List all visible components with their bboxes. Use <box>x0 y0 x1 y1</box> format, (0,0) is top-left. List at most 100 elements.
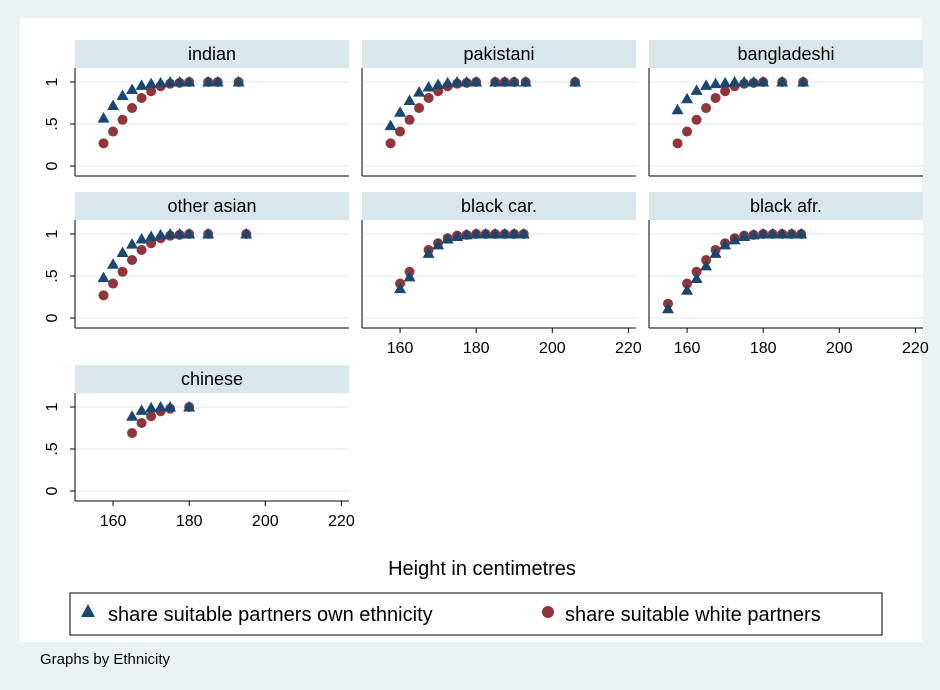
point-white-partners <box>146 411 157 422</box>
point-own-ethnicity <box>432 238 445 250</box>
point-white-partners <box>117 114 128 125</box>
point-white-partners <box>108 126 119 137</box>
point-white-partners <box>127 255 138 266</box>
point-own-ethnicity <box>384 119 397 131</box>
x-tick-label: 180 <box>176 513 203 530</box>
panel-title: chinese <box>181 369 243 389</box>
point-own-ethnicity <box>145 230 158 242</box>
panel-header <box>649 192 923 220</box>
panel-title: pakistani <box>463 44 534 64</box>
y-tick-label: 1 <box>44 229 61 238</box>
point-own-ethnicity <box>569 76 582 87</box>
point-own-ethnicity <box>700 79 713 90</box>
panel-bangladeshi: bangladeshi <box>648 40 923 177</box>
point-own-ethnicity <box>451 76 464 87</box>
legend-label-white-partners: share suitable white partners <box>565 604 821 626</box>
point-own-ethnicity <box>164 401 177 412</box>
point-own-ethnicity <box>145 401 158 413</box>
x-tick-label: 180 <box>463 340 490 357</box>
point-own-ethnicity <box>766 228 779 239</box>
point-white-partners <box>117 266 128 277</box>
x-tick-label: 200 <box>826 340 853 357</box>
point-own-ethnicity <box>517 228 530 239</box>
point-white-partners <box>136 244 147 255</box>
point-white-partners <box>414 103 425 114</box>
point-own-ethnicity <box>470 76 483 87</box>
panel-header <box>75 365 349 393</box>
point-own-ethnicity <box>728 76 741 87</box>
point-own-ethnicity <box>508 76 521 87</box>
panel-title: other asian <box>167 196 256 216</box>
point-own-ethnicity <box>747 76 760 87</box>
point-own-ethnicity <box>479 228 492 239</box>
point-own-ethnicity <box>394 282 407 294</box>
point-own-ethnicity <box>202 76 215 87</box>
point-own-ethnicity <box>173 76 186 87</box>
panel-title: bangladeshi <box>737 44 834 64</box>
point-white-partners <box>710 92 721 103</box>
point-own-ethnicity <box>709 247 722 258</box>
point-own-ethnicity <box>671 103 684 115</box>
point-own-ethnicity <box>183 401 196 412</box>
x-tick-label: 200 <box>252 513 279 530</box>
point-white-partners <box>691 266 702 277</box>
point-own-ethnicity <box>662 302 675 314</box>
panel-header <box>75 192 349 220</box>
panel-header <box>362 40 636 68</box>
x-tick-label: 220 <box>902 340 929 357</box>
point-white-partners <box>385 138 396 149</box>
point-own-ethnicity <box>116 246 129 257</box>
y-tick-label: 1 <box>44 402 61 411</box>
point-white-partners <box>127 428 138 439</box>
point-own-ethnicity <box>422 247 435 258</box>
legend-box <box>69 592 883 636</box>
point-own-ethnicity <box>797 76 810 87</box>
point-own-ethnicity <box>232 76 245 87</box>
point-own-ethnicity <box>776 76 789 87</box>
point-white-partners <box>136 417 147 428</box>
point-white-partners <box>672 138 683 149</box>
point-own-ethnicity <box>403 270 416 282</box>
panel-header <box>649 40 923 68</box>
point-own-ethnicity <box>164 228 177 239</box>
point-white-partners <box>682 126 693 137</box>
point-own-ethnicity <box>394 106 407 117</box>
y-tick-label: 0 <box>44 313 61 322</box>
point-own-ethnicity <box>107 99 120 111</box>
panel-title: black afr. <box>750 196 822 216</box>
point-white-partners <box>404 114 415 125</box>
point-own-ethnicity <box>738 76 751 87</box>
point-own-ethnicity <box>126 83 139 95</box>
point-own-ethnicity <box>489 228 502 239</box>
point-own-ethnicity <box>498 76 511 87</box>
panel-header <box>362 192 636 220</box>
y-tick-label: .5 <box>44 117 61 130</box>
panel-title: black car. <box>461 196 537 216</box>
panel-title: indian <box>188 44 236 64</box>
point-white-partners <box>127 103 138 114</box>
x-tick-label: 220 <box>615 340 642 357</box>
point-own-ethnicity <box>135 233 148 244</box>
point-own-ethnicity <box>154 76 167 88</box>
point-own-ethnicity <box>757 228 770 239</box>
point-own-ethnicity <box>432 78 445 90</box>
point-white-partners <box>682 278 693 289</box>
y-tick-label: .5 <box>44 269 61 282</box>
panel-plot-area <box>75 393 349 501</box>
x-tick-label: 160 <box>387 340 414 357</box>
point-white-partners <box>395 126 406 137</box>
point-own-ethnicity <box>519 76 532 87</box>
point-own-ethnicity <box>135 404 148 415</box>
panel-other-asian: other asian 0 .5 1 <box>44 192 349 329</box>
panel-black-afr: black afr. 160 180 200 220 <box>648 192 929 357</box>
legend: share suitable partners own ethnicity sha… <box>69 592 883 636</box>
point-own-ethnicity <box>498 228 511 239</box>
y-tick-label: 0 <box>44 486 61 495</box>
point-own-ethnicity <box>126 410 139 421</box>
panel-header <box>75 40 349 68</box>
point-white-partners <box>701 103 712 114</box>
point-white-partners <box>108 278 119 289</box>
x-tick-label: 200 <box>539 340 566 357</box>
